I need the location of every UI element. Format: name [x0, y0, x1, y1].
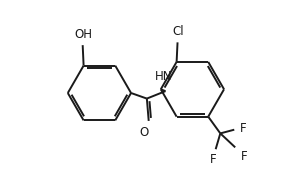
Text: Cl: Cl: [173, 25, 184, 38]
Text: O: O: [139, 126, 149, 139]
Text: OH: OH: [75, 28, 93, 41]
Text: HN: HN: [154, 70, 172, 83]
Text: F: F: [241, 150, 248, 163]
Text: F: F: [240, 122, 246, 135]
Text: F: F: [210, 153, 216, 166]
